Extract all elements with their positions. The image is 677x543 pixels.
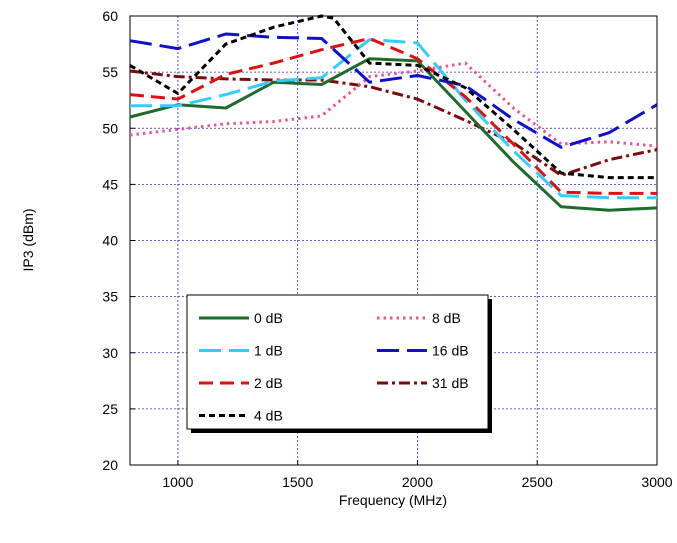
x-tick-label: 1000: [162, 474, 193, 490]
y-tick-label: 30: [102, 345, 118, 361]
series-line-31-db: [129, 69, 658, 177]
x-tick-label: 1500: [282, 474, 313, 490]
legend-label: 8 dB: [432, 310, 461, 326]
grid: [130, 16, 657, 465]
axis-ticks: 1000 1500 2000 2500 3000 20 25 30 35 40 45 50 55 60: [102, 8, 672, 490]
x-axis-label: Frequency (MHz): [339, 492, 447, 508]
x-tick-label: 2000: [402, 474, 433, 490]
y-tick-label: 60: [102, 8, 118, 24]
legend-label: 0 dB: [254, 310, 283, 326]
series-line-2-db: [129, 37, 657, 195]
legend-label: 4 dB: [254, 408, 283, 424]
series-line-16-db: [129, 32, 658, 149]
y-tick-label: 55: [102, 64, 118, 80]
x-tick-label: 2500: [522, 474, 553, 490]
y-tick-label: 40: [102, 233, 118, 249]
series-line-8-db: [129, 61, 658, 148]
y-tick-label: 25: [102, 401, 118, 417]
legend: 0 dB 1 dB 2 dB 4 dB 8 dB 16 dB 31 dB: [186, 294, 492, 433]
legend-label: 1 dB: [254, 343, 283, 359]
series-line-0-db: [129, 57, 658, 212]
y-axis-label: IP3 (dBm): [20, 208, 36, 271]
x-tick-label: 3000: [641, 474, 672, 490]
series-line-1-db: [130, 38, 657, 200]
y-tick-label: 35: [102, 289, 118, 305]
legend-label: 31 dB: [432, 375, 469, 391]
y-tick-label: 50: [102, 120, 118, 136]
legend-label: 2 dB: [254, 375, 283, 391]
legend-label: 16 dB: [432, 343, 469, 359]
y-tick-label: 20: [102, 457, 118, 473]
series-line-4-db: [129, 14, 657, 180]
series-lines: [129, 14, 658, 212]
y-tick-label: 45: [102, 176, 118, 192]
